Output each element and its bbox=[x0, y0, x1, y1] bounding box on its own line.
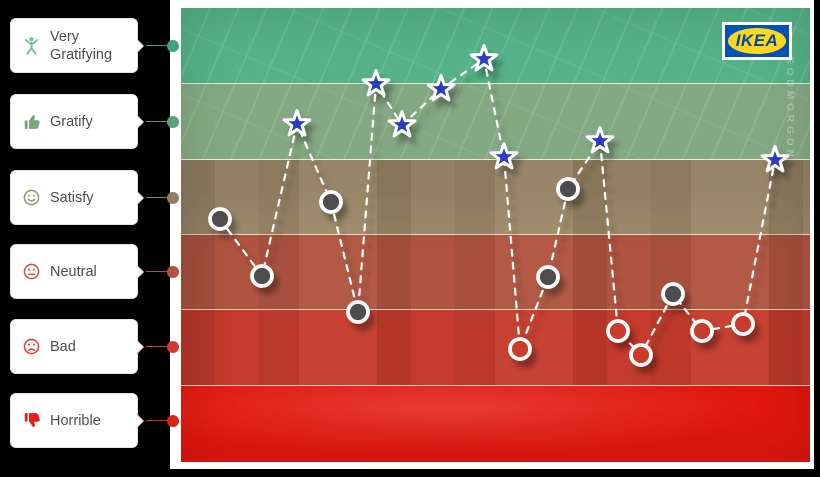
sentiment-card-label: Gratify bbox=[50, 113, 93, 130]
sentiment-bands bbox=[181, 8, 810, 462]
store-photo-chart: GODMORGON IKEA bbox=[181, 8, 810, 462]
filled-circle-marker bbox=[346, 300, 370, 324]
connector-line bbox=[146, 345, 173, 348]
star-marker bbox=[426, 74, 456, 102]
card-pointer-tail bbox=[129, 114, 145, 129]
sad-face-icon bbox=[23, 338, 40, 355]
photo-frame: GODMORGON IKEA bbox=[170, 0, 814, 469]
connector-line bbox=[146, 419, 173, 422]
sentiment-card-label: Neutral bbox=[50, 263, 97, 280]
sentiment-card-neutral[interactable]: Neutral bbox=[10, 244, 145, 299]
ikea-logo: IKEA bbox=[722, 22, 792, 60]
sentiment-card-horrible[interactable]: Horrible bbox=[10, 393, 145, 448]
thumbs-up-icon bbox=[24, 115, 40, 129]
sentiment-card-label: Very Gratifying bbox=[50, 28, 113, 63]
open-circle-marker bbox=[508, 337, 532, 361]
star-marker bbox=[387, 110, 417, 138]
filled-circle-marker bbox=[536, 265, 560, 289]
sentiment-card-label: Horrible bbox=[50, 412, 101, 429]
card-pointer-tail bbox=[129, 339, 145, 354]
connector-dot bbox=[167, 414, 179, 427]
open-circle-marker bbox=[606, 319, 630, 343]
connector-dot bbox=[167, 115, 179, 128]
sentiment-card-very-gratifying[interactable]: Very Gratifying bbox=[10, 18, 145, 73]
sentiment-card-satisfy[interactable]: Satisfy bbox=[10, 170, 145, 225]
neutral-face-icon bbox=[23, 263, 40, 280]
filled-circle-marker bbox=[250, 264, 274, 288]
card-pointer-tail bbox=[129, 413, 145, 428]
connector-line bbox=[146, 120, 173, 123]
sentiment-card-gratify[interactable]: Gratify bbox=[10, 94, 145, 149]
store-signage-text: GODMORGON bbox=[784, 56, 795, 161]
connector-dot bbox=[167, 265, 179, 278]
journey-chart bbox=[208, 44, 790, 367]
open-circle-marker bbox=[629, 343, 653, 367]
cheer-person-icon bbox=[24, 37, 39, 55]
star-marker bbox=[489, 142, 519, 170]
connector-dot bbox=[167, 39, 179, 52]
band-very-gratifying bbox=[181, 8, 810, 83]
star-marker bbox=[469, 44, 499, 72]
connector-line bbox=[146, 196, 173, 199]
band-neutral bbox=[181, 234, 810, 309]
card-pointer-tail bbox=[129, 264, 145, 279]
connector-line bbox=[146, 44, 173, 47]
filled-circle-marker bbox=[661, 282, 685, 306]
ikea-logo-ellipse bbox=[727, 27, 787, 55]
connector-line bbox=[146, 270, 173, 273]
star-marker bbox=[361, 69, 391, 97]
open-circle-marker bbox=[690, 319, 714, 343]
star-marker bbox=[760, 145, 790, 173]
sentiment-card-bad[interactable]: Bad bbox=[10, 319, 145, 374]
filled-circle-marker bbox=[556, 177, 580, 201]
band-horrible bbox=[181, 385, 810, 462]
connector-dot bbox=[167, 340, 179, 353]
smiley-face-icon bbox=[23, 189, 40, 206]
band-satisfy bbox=[181, 159, 810, 234]
ikea-logo-text: IKEA bbox=[735, 31, 779, 50]
journey-dashed-line bbox=[218, 57, 777, 357]
card-pointer-tail bbox=[129, 190, 145, 205]
open-circle-marker bbox=[731, 312, 755, 336]
filled-circle-marker bbox=[208, 207, 232, 231]
filled-circle-marker bbox=[319, 190, 343, 214]
sentiment-card-label: Bad bbox=[50, 338, 76, 355]
star-marker bbox=[282, 109, 312, 137]
thumbs-down-icon bbox=[24, 413, 40, 427]
star-marker bbox=[585, 126, 615, 154]
connector-dot bbox=[167, 191, 179, 204]
sentiment-card-label: Satisfy bbox=[50, 189, 94, 206]
